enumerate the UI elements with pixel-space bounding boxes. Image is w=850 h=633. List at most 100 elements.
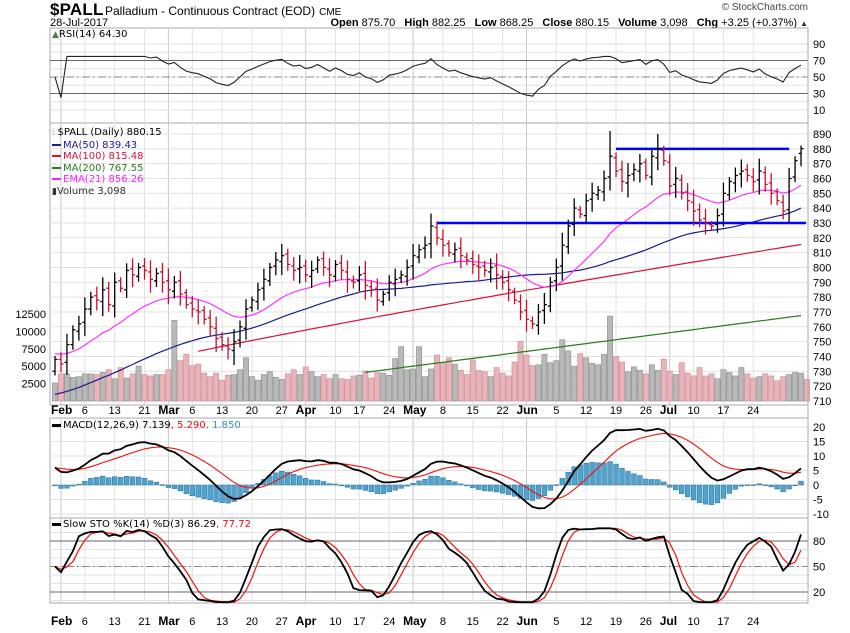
volume-bar xyxy=(499,372,506,402)
price-bar xyxy=(518,294,524,321)
low-label: Low xyxy=(474,17,497,29)
price-bar xyxy=(553,258,559,292)
price-bar xyxy=(589,182,595,212)
price-bar xyxy=(136,263,142,282)
macd-hist-bar xyxy=(428,475,434,486)
volume-bar xyxy=(762,373,769,402)
volume-bar xyxy=(654,370,661,402)
volume-bar xyxy=(344,379,351,402)
macd-hist-bar xyxy=(792,484,798,487)
volume-bar xyxy=(660,358,667,402)
date-tick-label: Jun xyxy=(516,403,537,417)
volume-bar xyxy=(362,370,369,402)
price-tick-label: 770 xyxy=(813,307,831,319)
macd-hist-bar xyxy=(201,484,207,499)
date-tick-label: 10 xyxy=(687,616,699,628)
volume-bar xyxy=(619,361,625,402)
price-bar xyxy=(273,252,279,276)
price-bar xyxy=(106,282,112,312)
volume-bar xyxy=(177,360,184,402)
macd-hist-bar xyxy=(774,484,780,490)
volume-bar xyxy=(380,372,387,402)
volume-bar xyxy=(249,376,255,402)
price-bar xyxy=(679,174,685,200)
price-bar xyxy=(344,260,350,293)
macd-hist-bar xyxy=(374,484,380,494)
price-bar xyxy=(207,309,213,337)
macd-hist-bar xyxy=(308,479,315,486)
price-tick-label: 810 xyxy=(813,248,831,260)
price-bar xyxy=(661,145,667,166)
price-tick-label: 740 xyxy=(813,351,831,363)
volume-legend-text: Volume 3,098 xyxy=(56,185,126,197)
macd-hist-bar xyxy=(416,480,422,486)
macd-hist-bar xyxy=(613,463,619,486)
macd-hist-bar xyxy=(750,484,756,486)
price-bar xyxy=(404,259,410,286)
volume-bar xyxy=(117,367,124,402)
volume-bar xyxy=(756,376,763,402)
price-bar xyxy=(571,198,577,236)
price-bar xyxy=(458,237,464,269)
price-bar xyxy=(744,164,750,182)
volume-bar xyxy=(440,362,446,402)
macd-legend: MACD(12,26,9) 7.139, 5.290, 1.850 xyxy=(52,420,241,432)
price-tick-label: 720 xyxy=(813,381,831,393)
ma100-swatch xyxy=(52,155,61,157)
volume-bar xyxy=(571,365,578,402)
volume-bars-icon: ▮ xyxy=(52,186,57,197)
stockcharts-brand[interactable]: © StockCharts.com xyxy=(721,2,808,13)
date-tick-label: Jun xyxy=(516,614,537,628)
high-value: 882.25 xyxy=(431,17,466,29)
rsi-line xyxy=(54,55,802,98)
price-bar xyxy=(726,177,732,200)
price-bar xyxy=(697,203,703,228)
volume-bar xyxy=(780,376,787,402)
high-label: High xyxy=(404,17,429,29)
rsi-legend-text: RSI(14) 64.30 xyxy=(58,29,128,40)
volume-bar xyxy=(237,369,243,402)
macd-hist-bar xyxy=(88,478,94,486)
volume-bar xyxy=(260,374,267,402)
macd-hist-bar xyxy=(243,484,249,493)
date-tick-label: 26 xyxy=(640,616,652,628)
macd-hist-bar xyxy=(404,484,410,487)
price-bar xyxy=(434,221,440,246)
chg-value: +3.25 (+0.37%) xyxy=(721,17,798,29)
price-bar xyxy=(333,260,339,282)
volume-bar xyxy=(195,363,202,402)
price-bar xyxy=(124,263,130,299)
macd-legend-text: MACD(12,26,9) 7.139 xyxy=(63,420,171,431)
date-tick-label: Feb xyxy=(51,403,72,417)
price-bar xyxy=(380,290,386,306)
volume-bar xyxy=(684,372,691,402)
exchange-label: CME xyxy=(319,7,342,18)
macd-hist-bar xyxy=(434,475,440,486)
price-bar xyxy=(792,156,798,183)
price-bar xyxy=(189,295,195,318)
volume-bar xyxy=(302,366,309,402)
macd-hist-bar xyxy=(392,484,398,491)
close-label: Close xyxy=(542,17,573,29)
ma200-legend-text: MA(200) 767.55 xyxy=(63,162,144,174)
price-bar xyxy=(529,316,535,330)
macd-hist-bar xyxy=(297,475,303,486)
price-bar xyxy=(619,160,625,192)
ema21-legend-text: EMA(21) 856.26 xyxy=(63,174,144,185)
volume-bar xyxy=(648,364,655,402)
macd-hist-bar xyxy=(702,484,709,505)
date-tick-label: 13 xyxy=(109,616,121,628)
date-tick-label: 20 xyxy=(246,616,258,628)
price-bar xyxy=(88,291,94,316)
price-bar xyxy=(321,251,327,276)
price-bar xyxy=(118,277,124,293)
date-tick-label: May xyxy=(403,403,427,417)
rsi-tick-label: 90 xyxy=(813,39,825,51)
volume-bar xyxy=(577,353,584,402)
symbol-description: Palladium - Continuous Contract (EOD) CME xyxy=(105,4,341,18)
price-tick-label: 760 xyxy=(813,322,831,334)
sto-tick-label: 20 xyxy=(813,587,825,599)
price-bar xyxy=(780,195,786,220)
date-tick-label: Jul xyxy=(660,614,677,628)
price-bar xyxy=(70,325,76,350)
